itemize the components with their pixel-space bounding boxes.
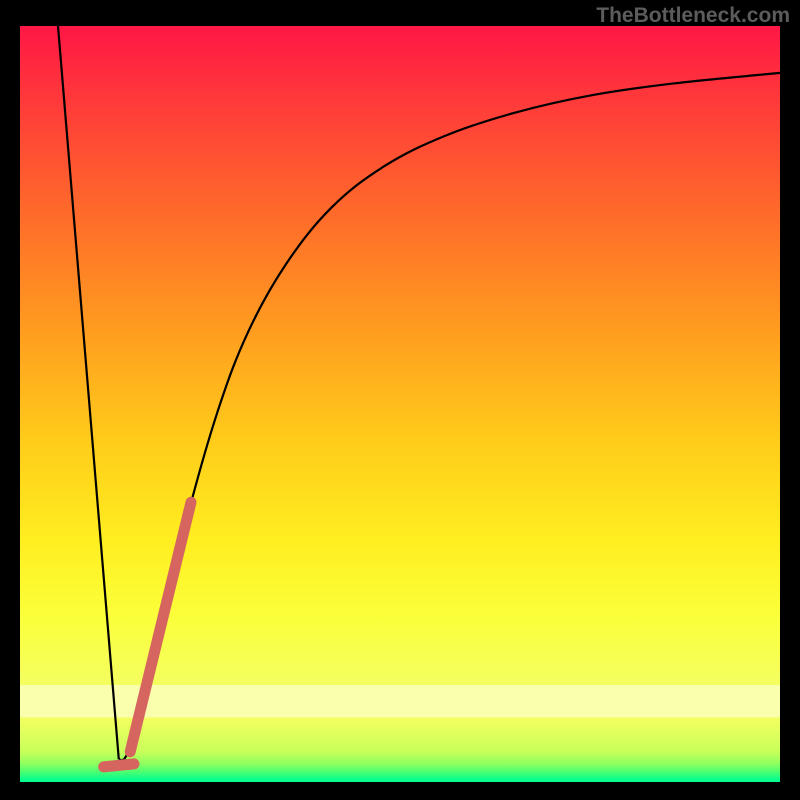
gradient-background (20, 26, 780, 782)
plot-area (20, 26, 780, 782)
watermark-text: TheBottleneck.com (596, 4, 790, 28)
chart-container: TheBottleneck.com (0, 0, 800, 800)
